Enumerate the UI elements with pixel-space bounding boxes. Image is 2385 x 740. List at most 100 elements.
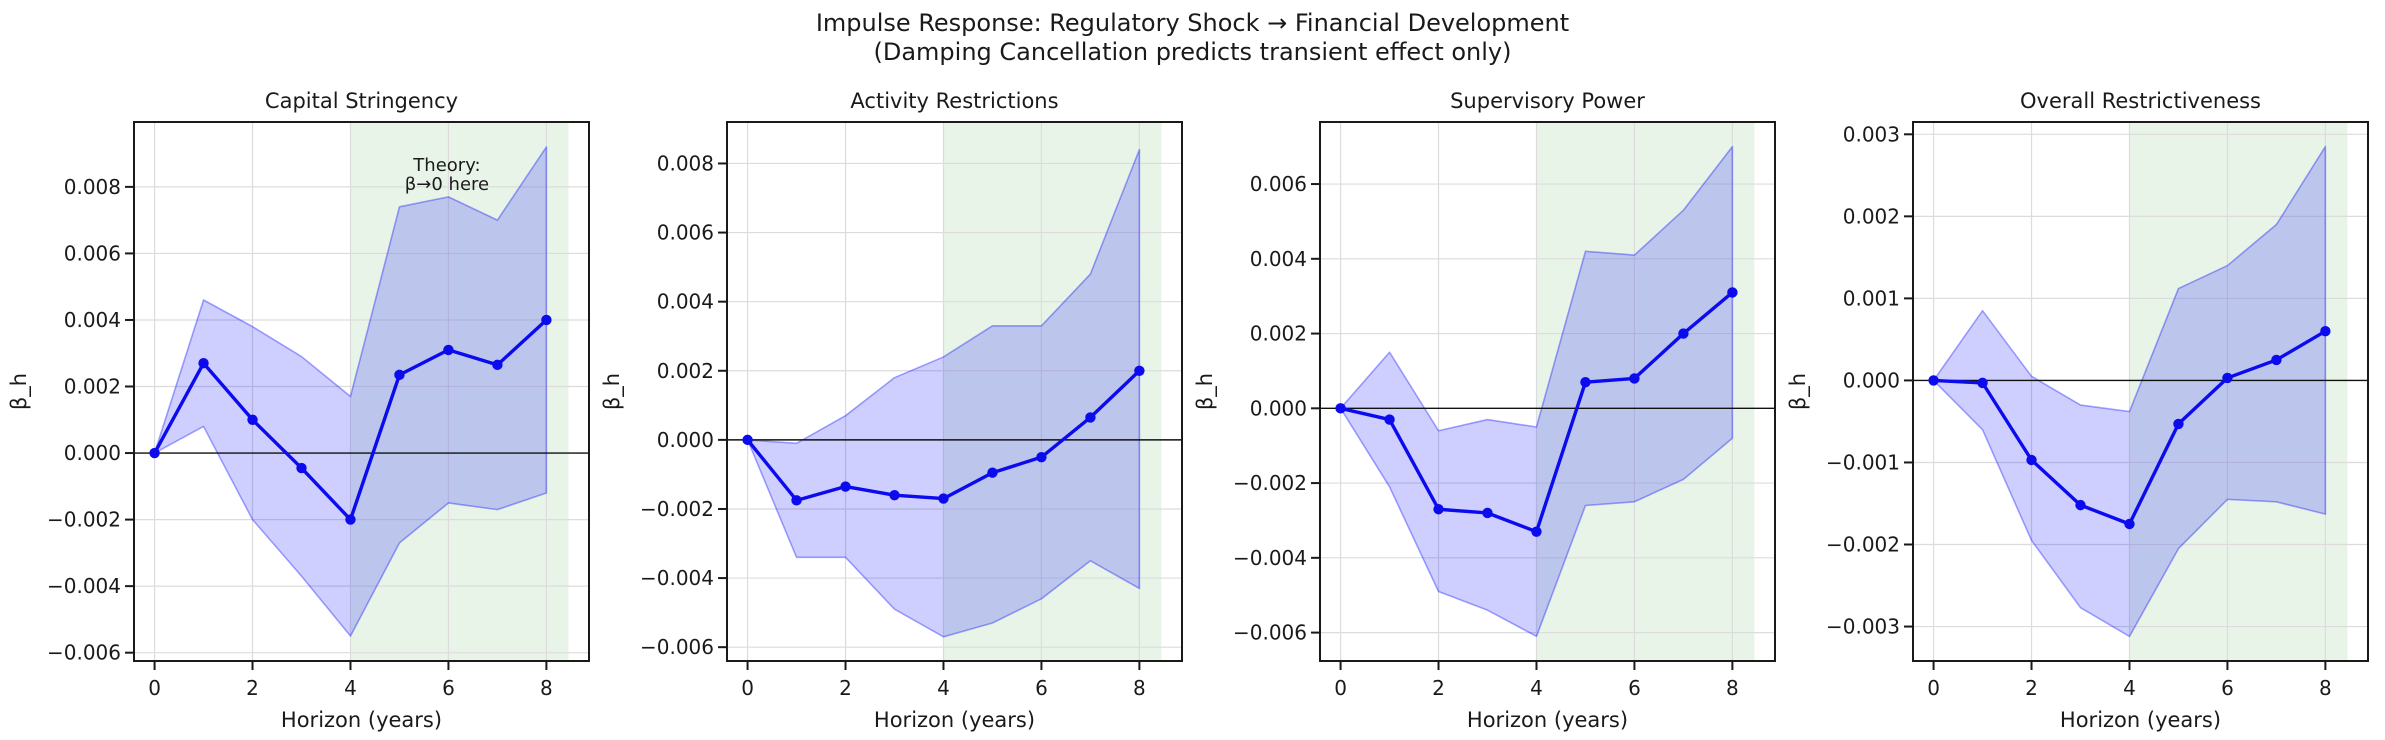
data-point-marker xyxy=(1036,451,1047,463)
y-tick-label: −0.004 xyxy=(1233,546,1307,570)
data-point-marker xyxy=(938,493,949,504)
data-point-marker xyxy=(1580,376,1591,388)
data-point-marker xyxy=(1384,414,1395,425)
x-tick-label: 8 xyxy=(540,676,553,700)
x-tick-label: 6 xyxy=(1035,676,1048,700)
y-tick-label: 0.004 xyxy=(64,308,121,332)
y-tick-label: 0.008 xyxy=(657,151,714,175)
x-axis-label: Horizon (years) xyxy=(874,708,1035,732)
data-point-marker xyxy=(987,467,998,478)
y-tick-label: 0.006 xyxy=(64,241,121,265)
theory-annotation: Theory: xyxy=(412,155,480,176)
data-point-marker xyxy=(247,414,258,425)
data-point-marker xyxy=(1629,373,1640,384)
figure-title-line1: Impulse Response: Regulatory Shock → Fin… xyxy=(815,9,1570,37)
y-tick-label: −0.004 xyxy=(640,566,714,590)
x-tick-label: 0 xyxy=(148,676,161,700)
panel-supervisory-power: 0 2 4 6 8 −0.006 −0.004 −0.002 0.000 0.002 0.004 0.… xyxy=(1193,89,1776,732)
x-axis-label: Horizon (years) xyxy=(1467,708,1628,732)
x-tick-label: 4 xyxy=(2123,676,2136,700)
data-point-marker xyxy=(345,514,356,525)
data-point-marker xyxy=(2320,326,2331,337)
y-tick-label: 0.000 xyxy=(657,428,714,452)
y-tick-label: 0.002 xyxy=(657,359,714,383)
y-tick-label: −0.002 xyxy=(1826,533,1900,557)
y-axis-label: β_h xyxy=(1193,373,1218,410)
y-tick-label: −0.001 xyxy=(1826,450,1900,474)
x-axis-label: Horizon (years) xyxy=(2060,708,2221,732)
y-tick-label: −0.004 xyxy=(47,574,121,598)
y-tick-label: 0.002 xyxy=(64,375,121,399)
axes-border xyxy=(1912,121,2369,662)
y-tick-label: 0.004 xyxy=(1250,247,1307,271)
data-point-marker xyxy=(198,358,209,369)
data-point-marker xyxy=(2271,354,2282,366)
figure-title-line2: (Damping Cancellation predicts transient… xyxy=(873,38,1512,66)
y-tick-label: −0.003 xyxy=(1826,615,1900,639)
x-tick-label: 6 xyxy=(442,676,455,700)
y-tick-label: −0.006 xyxy=(640,635,714,659)
data-point-marker xyxy=(541,314,552,326)
panel-overall-restrictiveness: 0 2 4 6 8 −0.003 −0.002 −0.001 0.000 0.001 0.002 0.… xyxy=(1786,89,2369,732)
figure-title: Impulse Response: Regulatory Shock → Fin… xyxy=(0,9,2385,67)
panel-capital-stringency: Theory:β→0 here 0 2 4 6 8 −0.006 −0.004 −0.002 0.… xyxy=(7,89,590,732)
y-axis-label: β_h xyxy=(1786,373,1811,410)
data-point-marker xyxy=(1433,504,1444,515)
x-tick-label: 0 xyxy=(741,676,754,700)
y-tick-label: 0.000 xyxy=(64,441,121,465)
x-tick-label: 2 xyxy=(2025,676,2038,700)
data-point-marker xyxy=(2026,454,2037,466)
data-point-marker xyxy=(1085,412,1096,423)
x-tick-label: 0 xyxy=(1927,676,1940,700)
panel-title: Capital Stringency xyxy=(265,89,458,113)
theory-shaded-region xyxy=(350,122,569,661)
axes-background xyxy=(727,122,1182,661)
axes-border xyxy=(1319,121,1776,662)
y-tick-label: −0.006 xyxy=(47,641,121,665)
data-point-marker xyxy=(1482,507,1493,519)
data-point-marker xyxy=(1977,377,1988,389)
axes-background xyxy=(134,122,589,661)
theory-shaded-region xyxy=(943,122,1162,661)
data-point-marker xyxy=(2173,418,2184,430)
data-point-marker xyxy=(742,434,753,446)
data-point-marker xyxy=(889,489,900,501)
y-tick-label: 0.000 xyxy=(1843,368,1900,392)
panel-title: Overall Restrictiveness xyxy=(2020,89,2261,113)
x-tick-label: 8 xyxy=(1726,676,1739,700)
y-tick-label: 0.008 xyxy=(64,175,121,199)
x-tick-label: 2 xyxy=(246,676,259,700)
axes-border xyxy=(726,121,1183,662)
axes-background xyxy=(1320,122,1775,661)
theory-shaded-region xyxy=(2129,122,2348,661)
x-tick-label: 8 xyxy=(1133,676,1146,700)
data-point-marker xyxy=(443,344,454,356)
data-point-marker xyxy=(791,495,802,506)
data-point-marker xyxy=(2222,372,2233,384)
data-point-marker xyxy=(492,359,503,371)
theory-annotation: β→0 here xyxy=(405,174,489,195)
data-point-marker xyxy=(394,369,405,381)
y-tick-label: −0.006 xyxy=(1233,621,1307,645)
y-tick-label: −0.002 xyxy=(640,497,714,521)
data-point-marker xyxy=(149,447,160,459)
x-tick-label: 6 xyxy=(1628,676,1641,700)
y-tick-label: −0.002 xyxy=(1233,471,1307,495)
x-tick-label: 2 xyxy=(1432,676,1445,700)
theory-shaded-region xyxy=(1536,122,1755,661)
data-point-marker xyxy=(1928,375,1939,386)
x-tick-label: 4 xyxy=(937,676,950,700)
data-point-marker xyxy=(840,481,851,492)
y-axis-label: β_h xyxy=(600,373,625,410)
panel-title: Activity Restrictions xyxy=(850,89,1058,113)
x-axis-label: Horizon (years) xyxy=(281,708,442,732)
y-tick-label: 0.002 xyxy=(1843,204,1900,228)
y-tick-label: 0.002 xyxy=(1250,322,1307,346)
y-axis-label: β_h xyxy=(7,373,32,410)
panel-activity-restrictions: 0 2 4 6 8 −0.006 −0.004 −0.002 0.000 0.002 0.004 0.… xyxy=(600,89,1183,732)
y-tick-label: 0.006 xyxy=(657,221,714,245)
x-tick-label: 8 xyxy=(2319,676,2332,700)
x-tick-label: 2 xyxy=(839,676,852,700)
